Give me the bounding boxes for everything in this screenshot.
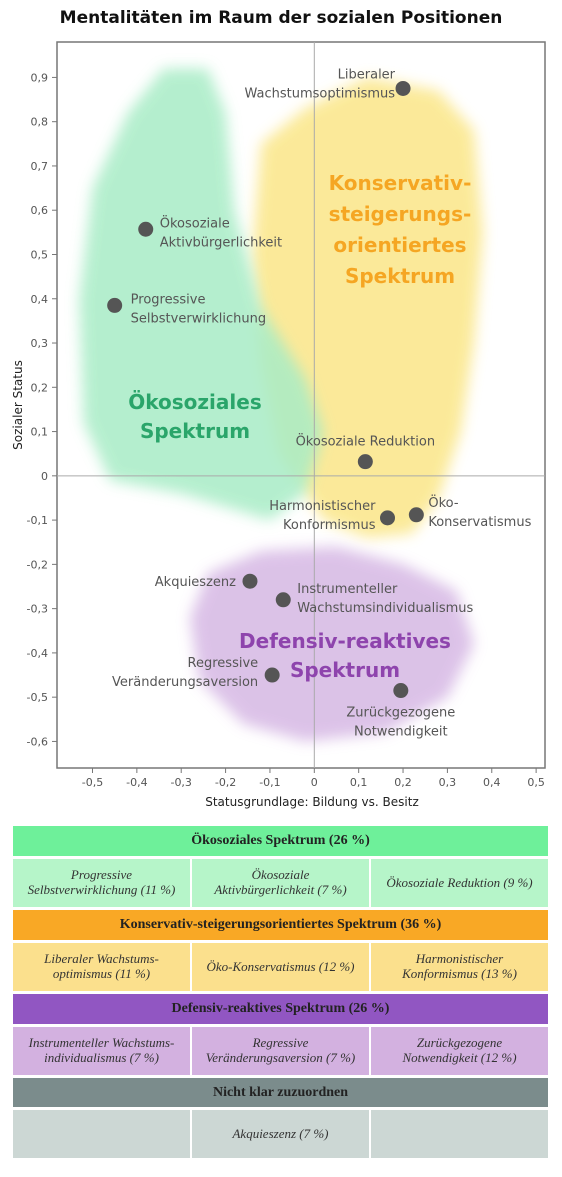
point-label: Harmonistischer Konformismus xyxy=(269,499,376,533)
table-cell: Akquieszenz (7 %) xyxy=(190,1110,369,1158)
x-tick-label: -0,3 xyxy=(170,776,191,789)
table-row: Progressive Selbstverwirklichung (11 %) Ö… xyxy=(13,859,548,907)
point-label: Zurückgezogene Notwendigkeit xyxy=(346,706,455,740)
table-section-header: Nicht klar zuzuordnen xyxy=(13,1078,548,1107)
data-point xyxy=(357,454,373,470)
table-cell: Öko-Konservatismus (12 %) xyxy=(190,943,369,991)
data-points: Liberaler Wachstumsoptimismus Ökosoziale Ak… xyxy=(107,67,532,740)
y-axis-label: Sozialer Status xyxy=(11,360,25,450)
x-tick-label: 0 xyxy=(311,776,318,789)
point-label: Instrumenteller Wachstumsindividualismus xyxy=(297,582,473,616)
y-tick-label: -0,4 xyxy=(27,647,48,660)
x-axis-label: Statusgrundlage: Bildung vs. Besitz xyxy=(205,795,419,809)
y-tick-label: -0,3 xyxy=(27,603,48,616)
data-point xyxy=(393,683,409,699)
y-tick-label: 0,1 xyxy=(31,426,49,439)
chart-title: Mentalitäten im Raum der sozialen Positi… xyxy=(59,8,503,28)
legend-table: Ökosoziales Spektrum (26 %) Progressive S… xyxy=(13,826,548,1161)
ecosocial-group-label: Ökosoziales Spektrum xyxy=(128,390,261,443)
table-section-header: Ökosoziales Spektrum (26 %) xyxy=(13,826,548,856)
zero-lines xyxy=(57,42,545,768)
y-tick-label: 0,3 xyxy=(31,337,49,350)
table-cell: Ökosoziale Aktivbürgerlichkeit (7 %) xyxy=(190,859,369,907)
table-section-header: Konservativ-steigerungsorientiertes Spek… xyxy=(13,910,548,940)
table-cell: Instrumenteller Wachstums- individualism… xyxy=(13,1027,190,1075)
data-point xyxy=(264,667,280,683)
x-tick-label: -0,4 xyxy=(126,776,147,789)
y-tick-label: 0,5 xyxy=(31,248,49,261)
point-label: Liberaler Wachstumsoptimismus xyxy=(244,67,395,101)
x-tick-label: 0,1 xyxy=(350,776,368,789)
table-row: Akquieszenz (7 %) xyxy=(13,1110,548,1158)
data-point xyxy=(138,221,154,237)
point-label: Regressive Veränderungsaversion xyxy=(112,656,258,690)
table-section-header: Defensiv-reaktives Spektrum (26 %) xyxy=(13,994,548,1024)
x-tick-label: -0,5 xyxy=(82,776,103,789)
table-row: Instrumenteller Wachstums- individualism… xyxy=(13,1027,548,1075)
data-point xyxy=(380,510,396,526)
data-point xyxy=(395,80,411,96)
table-row: Liberaler Wachstums- optimismus (11 %) Ök… xyxy=(13,943,548,991)
y-tick-label: -0,1 xyxy=(27,514,48,527)
data-point xyxy=(107,297,123,313)
table-cell: Regressive Veränderungsaversion (7 %) xyxy=(190,1027,369,1075)
y-tick-label: 0 xyxy=(41,470,48,483)
point-label: Öko-Konservatismus xyxy=(428,494,531,530)
table-cell: Liberaler Wachstums- optimismus (11 %) xyxy=(13,943,190,991)
point-label: Akquieszenz xyxy=(155,575,236,590)
table-cell: Ökosoziale Reduktion (9 %) xyxy=(369,859,548,907)
data-point xyxy=(408,507,424,523)
x-tick-label: -0,1 xyxy=(259,776,280,789)
table-cell: Harmonistischer Konformismus (13 %) xyxy=(369,943,548,991)
table-cell: Progressive Selbstverwirklichung (11 %) xyxy=(13,859,190,907)
y-tick-label: 0,9 xyxy=(31,71,49,84)
y-tick-label: -0,6 xyxy=(27,735,48,748)
point-label: Ökosoziale Aktivbürgerlichkeit xyxy=(160,214,282,250)
y-tick-label: -0,2 xyxy=(27,558,48,571)
x-axis-ticks: -0,5 -0,4 -0,3 -0,2 -0,1 0 0,1 0,2 0,3 0,4 0,5 xyxy=(82,768,545,789)
y-tick-label: 0,4 xyxy=(31,293,49,306)
table-cell xyxy=(369,1110,548,1158)
table-cell xyxy=(13,1110,190,1158)
x-tick-label: 0,2 xyxy=(394,776,412,789)
conservative-group-label: Konservativ-steigerungs-orientiertes Spek… xyxy=(329,171,472,288)
data-point xyxy=(242,573,258,589)
ecosocial-area xyxy=(79,68,324,521)
y-tick-label: 0,8 xyxy=(31,116,49,129)
plot-frame xyxy=(56,41,546,769)
x-tick-label: -0,2 xyxy=(215,776,236,789)
point-label: Progressive Selbstverwirklichung xyxy=(131,292,266,326)
y-axis-ticks: 0,9 0,8 0,7 0,6 0,5 0,4 0,3 0,2 0,1 0 -0,1 -0,2 -0,3… xyxy=(27,71,57,748)
point-label: Ökosoziale Reduktion xyxy=(296,433,436,450)
data-point xyxy=(275,592,291,608)
x-tick-label: 0,4 xyxy=(483,776,501,789)
defensive-group-label: Defensiv-reaktives Spektrum xyxy=(239,629,451,682)
y-tick-label: 0,7 xyxy=(31,160,49,173)
group-labels: Konservativ-steigerungs-orientiertes Spek… xyxy=(128,171,471,682)
x-tick-label: 0,3 xyxy=(439,776,457,789)
scatter-chart: -0,5 -0,4 -0,3 -0,2 -0,1 0 0,1 0,2 0,3 0,4 0,5 0,9… xyxy=(11,41,546,809)
y-tick-label: -0,5 xyxy=(27,691,48,704)
y-tick-label: 0,2 xyxy=(31,381,49,394)
x-tick-label: 0,5 xyxy=(527,776,545,789)
y-tick-label: 0,6 xyxy=(31,204,49,217)
table-cell: Zurückgezogene Notwendigkeit (12 %) xyxy=(369,1027,548,1075)
